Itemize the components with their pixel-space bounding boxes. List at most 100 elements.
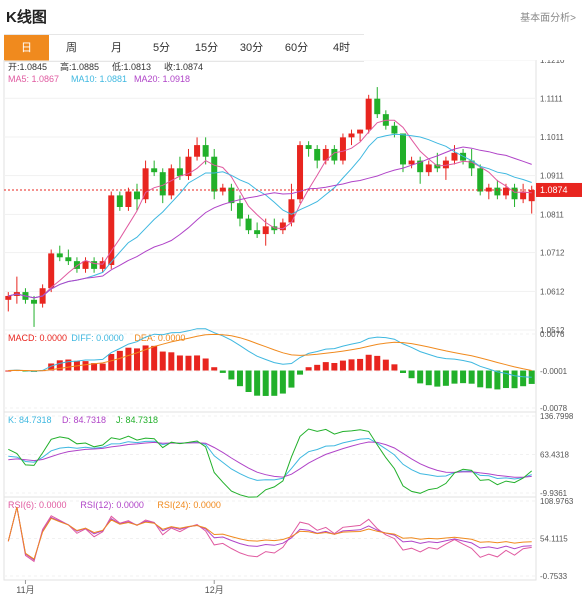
ma10-line — [8, 133, 532, 299]
macd-bar — [528, 370, 535, 384]
last-price-label: 1.0874 — [540, 185, 568, 195]
candle-body — [374, 98, 381, 115]
ohlc-legend-item: 收:1.0874 — [164, 61, 203, 72]
candle-body — [99, 261, 106, 269]
candle-body — [314, 148, 321, 161]
macd-bar — [142, 345, 149, 371]
candle-body — [5, 295, 12, 300]
kdj-legend-item: J: 84.7318 — [116, 415, 158, 425]
macd-bar — [502, 370, 509, 389]
macd-bar — [460, 370, 467, 384]
macd-bar — [339, 360, 346, 371]
tab-3[interactable]: 5分 — [152, 42, 171, 54]
fundamental-analysis-link[interactable]: 基本面分析> — [520, 13, 576, 24]
last-price-badge — [536, 182, 582, 197]
macd-bar — [262, 370, 269, 396]
ma-legend-item: MA10: 1.0881 — [71, 74, 127, 84]
kdj-legend-item: K: 84.7318 — [8, 415, 52, 425]
macd-bar — [365, 354, 372, 371]
candle-body — [399, 133, 407, 165]
rsi-tick-label: 54.1115 — [540, 535, 568, 544]
macd-bar — [374, 355, 381, 371]
price-tick-label: 1.1210 — [540, 60, 565, 65]
price-tick-label: 1.0911 — [540, 172, 564, 181]
macd-bar — [399, 370, 407, 373]
kdj-legend-item: D: 84.7318 — [62, 415, 106, 425]
macd-bar — [65, 359, 72, 371]
tab-5[interactable]: 30分 — [239, 42, 264, 54]
rsi-tick-label: -0.7533 — [540, 572, 568, 581]
kdj-tick-label: 63.4318 — [540, 451, 569, 460]
macd-bar — [391, 364, 398, 371]
price-tick-label: 1.0712 — [540, 249, 565, 258]
tab-0[interactable]: 日 — [4, 35, 49, 61]
ma-legend-item: MA5: 1.0867 — [8, 74, 59, 84]
macd-bar — [348, 359, 355, 371]
candle-body — [279, 222, 286, 231]
rsi12-line — [7, 506, 532, 561]
candle-body — [365, 98, 372, 130]
candle-body — [82, 261, 89, 269]
candle-body — [142, 168, 149, 200]
candle-body — [254, 230, 261, 235]
macd-bar — [485, 370, 492, 389]
candle-body — [31, 299, 38, 304]
candle-body — [159, 172, 166, 196]
macd-bar — [211, 367, 218, 371]
tab-6[interactable]: 60分 — [284, 42, 309, 54]
diff-line — [8, 328, 532, 378]
candle-body — [520, 191, 527, 200]
price-tick-label: 1.0512 — [540, 326, 565, 335]
tab-4[interactable]: 15分 — [194, 42, 219, 54]
macd-bar — [202, 358, 209, 371]
ma-legend-item: MA20: 1.0918 — [134, 74, 190, 84]
candle-body — [391, 125, 398, 134]
macd-bar — [125, 347, 132, 371]
macd-legend-item: MACD: 0.0000 — [8, 333, 67, 343]
price-tick-label: 1.1011 — [540, 133, 564, 142]
ohlc-legend-item: 开:1.0845 — [8, 62, 47, 72]
macd-bar — [82, 361, 89, 371]
candle-body — [108, 195, 115, 266]
tab-1[interactable]: 周 — [66, 42, 77, 54]
panel-border-price — [3, 60, 537, 331]
page-title: K线图 — [6, 9, 47, 26]
ma5-line — [8, 119, 532, 299]
macd-bar — [219, 370, 226, 373]
candle-body — [297, 145, 304, 200]
candle-body — [502, 187, 509, 196]
candle-body — [468, 160, 475, 169]
macd-bar — [185, 355, 192, 371]
tab-2[interactable]: 月 — [111, 42, 122, 54]
candle-body — [125, 191, 132, 207]
macd-bar — [494, 370, 501, 390]
candle-body — [194, 145, 201, 157]
price-tick-label: 1.0811 — [540, 210, 564, 219]
macd-bar — [176, 355, 183, 371]
candle-body — [56, 253, 63, 258]
candle-body — [442, 160, 449, 169]
candle-body — [176, 168, 183, 177]
rsi-legend-item: RSI(12): 0.0000 — [80, 500, 144, 510]
x-axis-label: 11月 — [16, 585, 34, 595]
candle-body — [528, 189, 535, 202]
macd-bar — [245, 370, 252, 392]
candle-body — [348, 133, 355, 138]
tab-7[interactable]: 4时 — [332, 42, 351, 54]
macd-bar — [99, 363, 106, 371]
candle-body — [91, 261, 98, 269]
candle-body — [73, 261, 80, 269]
candle-body — [417, 160, 424, 173]
macd-bar — [305, 367, 312, 371]
candle-body — [202, 145, 209, 157]
candle-body — [494, 187, 501, 196]
macd-bar — [382, 359, 389, 371]
macd-bar — [48, 363, 55, 371]
macd-bar — [468, 370, 475, 384]
candle-body — [511, 187, 518, 200]
macd-bar — [91, 363, 98, 371]
candle-body — [236, 203, 243, 219]
candle-body — [408, 160, 415, 165]
rsi6-line — [7, 506, 532, 563]
